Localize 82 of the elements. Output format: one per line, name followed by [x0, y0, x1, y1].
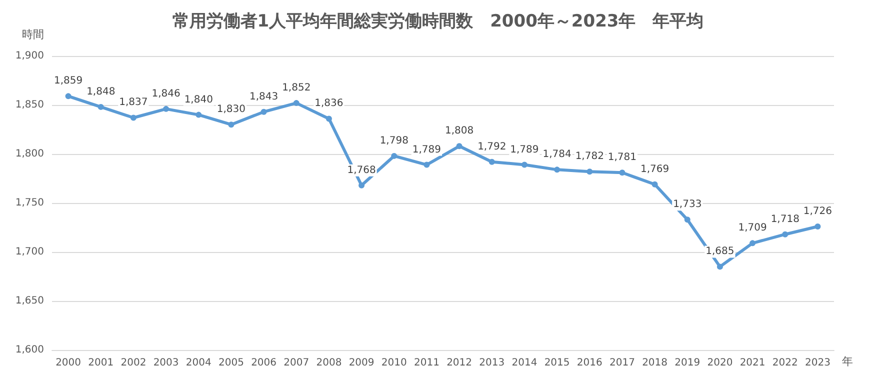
x-tick-label: 2003: [153, 358, 179, 368]
data-label: 1,846: [152, 88, 180, 100]
data-label: 1,718: [770, 214, 800, 225]
point: [619, 170, 626, 176]
point: [554, 166, 560, 173]
data-label: 1,848: [86, 86, 116, 98]
data-label: 1,843: [249, 91, 278, 102]
y-tick-label: 1,600: [15, 344, 44, 356]
point: [521, 162, 528, 168]
data-label: 1,789: [412, 144, 442, 156]
data-label: 1,792: [478, 141, 506, 152]
y-tick-label: 1,750: [15, 198, 44, 208]
point: [326, 116, 332, 122]
point: [684, 216, 690, 223]
x-axis-title: 年: [842, 355, 853, 368]
point: [130, 114, 136, 121]
data-label: 1,733: [673, 199, 702, 210]
data-label: 1,769: [640, 164, 670, 175]
point: [163, 106, 170, 112]
x-tick-label: 2002: [120, 358, 146, 368]
x-tick-label: 2016: [576, 358, 602, 368]
x-tick-label: 2001: [88, 358, 114, 368]
y-tick-label: 1,900: [15, 50, 44, 62]
y-tick-label: 1,800: [15, 148, 44, 160]
point: [260, 108, 267, 115]
point: [586, 168, 593, 175]
x-tick-label: 2015: [544, 358, 570, 368]
data-label: 1,852: [282, 82, 311, 94]
point: [456, 143, 462, 150]
point: [293, 100, 300, 106]
x-tick-label: 2011: [414, 358, 440, 368]
point: [228, 122, 234, 128]
point: [196, 112, 202, 118]
point: [652, 181, 658, 188]
point: [391, 152, 398, 159]
data-label: 1,830: [216, 104, 246, 116]
data-label: 1,685: [706, 246, 734, 258]
y-tick-label: 1,700: [15, 246, 44, 258]
data-label: 1,840: [184, 94, 213, 106]
point: [65, 93, 72, 100]
x-tick-label: 2017: [609, 358, 635, 368]
data-label: 1,781: [608, 152, 637, 164]
data-label: 1,784: [542, 149, 572, 160]
x-tick-label: 2008: [316, 358, 342, 368]
point: [424, 162, 430, 168]
data-label: 1,726: [803, 206, 832, 218]
x-tick-label: 2005: [218, 358, 244, 368]
x-tick-label: 2014: [512, 358, 538, 368]
point: [814, 224, 821, 230]
point: [716, 264, 723, 270]
chart-title: 常用労働者1人平均年間総実労働時間数 2000年～2023年 年平均: [172, 12, 704, 32]
data-label: 1,782: [575, 151, 604, 162]
y-tick-label: 1,650: [15, 296, 44, 306]
y-tick-label: 1,850: [15, 100, 44, 110]
x-tick-label: 2004: [186, 358, 212, 368]
data-label: 1,837: [119, 97, 148, 108]
x-tick-label: 2023: [804, 358, 830, 368]
data-label: 1,859: [54, 76, 83, 87]
x-tick-label: 2000: [56, 358, 82, 368]
x-tick-label: 2019: [674, 358, 700, 368]
data-label: 1,798: [380, 135, 408, 146]
point: [750, 240, 756, 246]
x-tick-label: 2012: [446, 358, 472, 368]
x-tick-label: 2009: [348, 358, 374, 368]
point: [782, 231, 788, 238]
point: [488, 158, 495, 165]
data-label: 1,808: [444, 126, 474, 137]
data-label: 1,709: [738, 222, 767, 234]
x-tick-label: 2010: [381, 358, 407, 368]
x-tick-label: 2021: [740, 358, 766, 368]
x-tick-label: 2007: [284, 358, 310, 368]
data-label: 1,768: [347, 164, 376, 176]
y-axis-title: 時間: [22, 28, 44, 41]
x-tick-label: 2018: [642, 358, 668, 368]
x-tick-label: 2006: [251, 358, 277, 368]
data-label: 1,836: [314, 98, 344, 110]
x-tick-label: 2013: [479, 358, 505, 368]
x-tick-label: 2020: [707, 358, 733, 368]
data-label: 1,789: [510, 144, 539, 156]
point: [358, 182, 365, 188]
x-tick-label: 2022: [772, 358, 798, 368]
point: [98, 104, 104, 110]
